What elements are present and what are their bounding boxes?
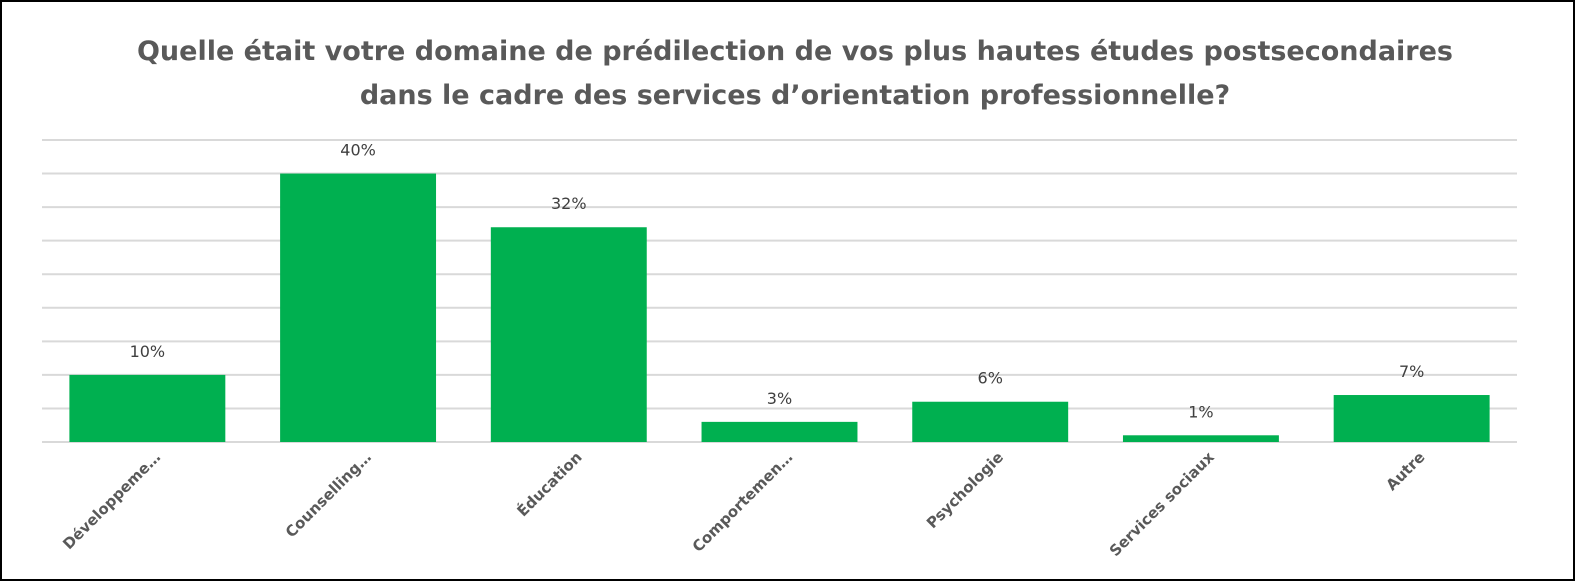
data-label: 6%	[978, 369, 1003, 388]
bar	[280, 173, 437, 443]
data-label: 3%	[767, 389, 792, 408]
bar	[912, 401, 1069, 442]
bar	[69, 374, 226, 442]
chart-title: Quelle était votre domaine de prédilecti…	[137, 36, 1453, 67]
bar	[1333, 395, 1490, 442]
bar	[490, 227, 647, 442]
data-label: 1%	[1188, 402, 1213, 421]
data-label: 40%	[340, 141, 376, 160]
chart-title: dans le cadre des services d’orientation…	[360, 80, 1230, 111]
data-label: 10%	[130, 342, 166, 361]
data-label: 32%	[551, 194, 587, 213]
bar	[1122, 435, 1279, 442]
data-label: 7%	[1399, 362, 1424, 381]
bar	[701, 421, 858, 442]
